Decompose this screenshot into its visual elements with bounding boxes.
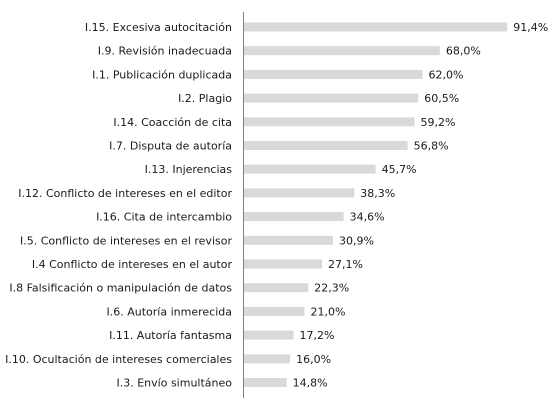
category-labels: I.15. Excesiva autocitación I.9. Revisión… — [5, 21, 232, 390]
bar — [244, 378, 287, 387]
category-label: I.16. Cita de intercambio — [96, 211, 232, 224]
category-label: I.7. Disputa de autoría — [109, 140, 232, 153]
category-label: I.5. Conflicto de intereses en el reviso… — [20, 234, 232, 247]
category-label: I.8 Falsificación o manipulación de dato… — [9, 282, 232, 295]
data-label: 38,3% — [360, 187, 395, 200]
category-label: I.9. Revisión inadecuada — [98, 45, 232, 58]
data-label: 30,9% — [339, 234, 374, 247]
category-label: I.6. Autoría inmerecida — [107, 305, 232, 318]
category-label: I.11. Autoría fantasma — [109, 329, 232, 342]
bars-layer — [244, 22, 508, 387]
category-label: I.13. Injerencias — [145, 163, 233, 176]
category-label: I.1. Publicación duplicada — [92, 68, 232, 81]
bar — [244, 283, 309, 293]
data-label: 34,6% — [350, 211, 385, 224]
category-label: I.2. Plagio — [178, 92, 232, 105]
data-label: 59,2% — [420, 116, 455, 129]
bar — [244, 330, 294, 340]
data-label: 68,0% — [446, 45, 481, 58]
data-label: 56,8% — [414, 140, 449, 153]
bar — [244, 188, 355, 198]
bar — [244, 93, 419, 103]
bar — [244, 259, 323, 269]
category-label: I.14. Coacción de cita — [113, 116, 232, 129]
bar — [244, 212, 344, 222]
data-label: 21,0% — [310, 305, 345, 318]
data-label: 91,4% — [513, 21, 548, 34]
bar — [244, 235, 333, 245]
bar — [244, 164, 376, 174]
category-label: I.3. Envío simultáneo — [117, 377, 233, 390]
bar — [244, 117, 415, 127]
category-label: I.10. Ocultación de intereses comerciale… — [5, 353, 232, 366]
data-label: 27,1% — [328, 258, 363, 271]
bar — [244, 69, 423, 79]
value-labels: 91,4% 68,0% 62,0% 60,5% 59,2% 56,8% 45,7% 38,3%… — [293, 21, 549, 390]
bar — [244, 306, 305, 316]
data-label: 45,7% — [382, 163, 417, 176]
bar — [244, 22, 508, 32]
data-label: 60,5% — [424, 92, 459, 105]
data-label: 14,8% — [293, 377, 328, 390]
data-label: 22,3% — [314, 282, 349, 295]
category-label: I.12. Conflicto de intereses en el edito… — [18, 187, 232, 200]
category-label: I.15. Excesiva autocitación — [85, 21, 232, 34]
bar — [244, 354, 291, 364]
data-label: 16,0% — [296, 353, 331, 366]
data-label: 17,2% — [300, 329, 335, 342]
bar — [244, 46, 440, 56]
data-label: 62,0% — [429, 68, 464, 81]
bar — [244, 141, 408, 150]
category-label: I.4 Conflicto de intereses en el autor — [32, 258, 233, 271]
